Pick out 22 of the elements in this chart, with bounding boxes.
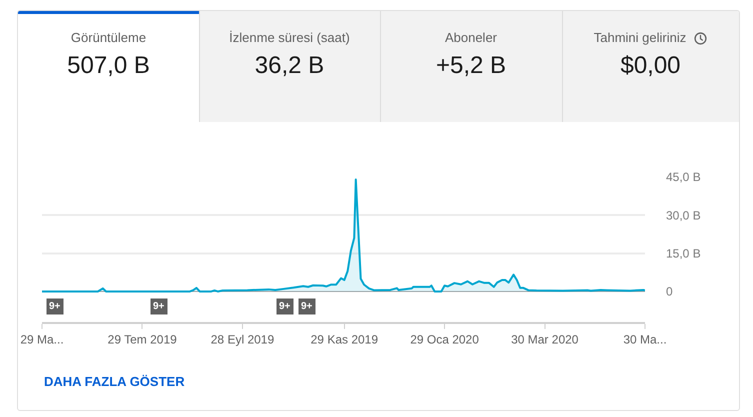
x-tick-label: 30 Mar 2020 bbox=[511, 332, 579, 346]
text: DAHA FAZLA GÖSTER bbox=[44, 374, 186, 389]
category-label: Tahmini geliriniz bbox=[594, 30, 686, 46]
x-tick-label: 28 Eyl 2019 bbox=[210, 332, 274, 346]
category-label: İzlenme süresi (saat) bbox=[229, 30, 350, 46]
y-tick-label: 30,0 B bbox=[666, 208, 701, 222]
annotation: 9+ bbox=[301, 301, 313, 312]
text: $0,00 bbox=[620, 52, 681, 79]
annotation: 9+ bbox=[279, 301, 291, 312]
x-tick-label: 29 Oca 2020 bbox=[410, 332, 480, 346]
x-tick-label: 29 Ma... bbox=[20, 332, 64, 346]
x-tick-label: 29 Kas 2019 bbox=[310, 332, 378, 346]
x-tick-label: 29 Tem 2019 bbox=[108, 332, 178, 346]
y-tick-label: 0 bbox=[666, 284, 673, 299]
y-tick-label: 15,0 B bbox=[666, 246, 701, 261]
y-tick-label: 45,0 B bbox=[666, 170, 701, 184]
x-tick-label: 30 Ma... bbox=[623, 332, 667, 346]
annotation: 9+ bbox=[49, 301, 61, 312]
category-label: Aboneler bbox=[444, 30, 498, 46]
annotation: 9+ bbox=[153, 301, 165, 312]
text: 36,2 B bbox=[254, 52, 324, 79]
text: +5,2 B bbox=[436, 52, 506, 79]
